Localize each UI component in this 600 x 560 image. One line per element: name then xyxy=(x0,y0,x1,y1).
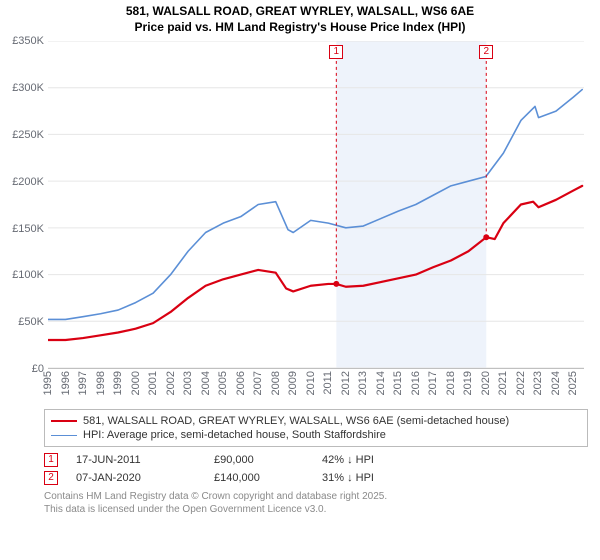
x-tick-label: 1999 xyxy=(112,371,124,395)
x-tick-label: 2013 xyxy=(357,371,369,395)
chart: £0£50K£100K£150K£200K£250K£300K£350K 199… xyxy=(0,37,590,407)
legend-item: HPI: Average price, semi-detached house,… xyxy=(51,428,581,442)
x-tick-label: 2000 xyxy=(130,371,142,395)
sale-marker-dot xyxy=(483,234,489,240)
x-tick-label: 2018 xyxy=(445,371,457,395)
footnote-line2: This data is licensed under the Open Gov… xyxy=(44,504,588,517)
legend-label: HPI: Average price, semi-detached house,… xyxy=(83,429,386,441)
legend-swatch xyxy=(51,420,77,422)
y-tick-label: £200K xyxy=(12,176,44,188)
x-tick-label: 2025 xyxy=(567,371,579,395)
x-tick-label: 2006 xyxy=(235,371,247,395)
x-tick-label: 2012 xyxy=(340,371,352,395)
x-tick-label: 2005 xyxy=(217,371,229,395)
transaction-table: 1 17-JUN-2011 £90,000 42% ↓ HPI 2 07-JAN-2020… xyxy=(44,451,588,487)
title-line1: 581, WALSALL ROAD, GREAT WYRLEY, WALSALL… xyxy=(0,4,600,20)
x-tick-label: 2017 xyxy=(427,371,439,395)
footnote: Contains HM Land Registry data © Crown c… xyxy=(44,491,588,516)
transaction-flag: 2 xyxy=(44,471,58,485)
y-tick-label: £350K xyxy=(12,35,44,47)
x-tick-label: 2011 xyxy=(322,371,334,395)
x-tick-label: 1996 xyxy=(60,371,72,395)
x-tick-label: 2020 xyxy=(480,371,492,395)
sale-marker-dot xyxy=(333,281,339,287)
x-tick-label: 2021 xyxy=(497,371,509,395)
transaction-flag: 1 xyxy=(44,453,58,467)
transaction-date: 17-JUN-2011 xyxy=(76,454,196,466)
transaction-date: 07-JAN-2020 xyxy=(76,472,196,484)
x-tick-label: 2007 xyxy=(252,371,264,395)
x-tick-label: 2015 xyxy=(392,371,404,395)
x-tick-label: 2001 xyxy=(147,371,159,395)
x-tick-label: 2004 xyxy=(200,371,212,395)
x-tick-label: 1997 xyxy=(77,371,89,395)
transaction-delta: 31% ↓ HPI xyxy=(322,472,432,484)
x-tick-label: 1998 xyxy=(95,371,107,395)
legend-item: 581, WALSALL ROAD, GREAT WYRLEY, WALSALL… xyxy=(51,414,581,428)
transaction-price: £90,000 xyxy=(214,454,304,466)
x-tick-label: 2022 xyxy=(515,371,527,395)
plot-svg xyxy=(48,41,584,368)
x-tick-label: 1995 xyxy=(42,371,54,395)
x-tick-label: 2024 xyxy=(550,371,562,395)
x-tick-label: 2002 xyxy=(165,371,177,395)
x-tick-label: 2010 xyxy=(305,371,317,395)
property-line xyxy=(48,186,582,340)
transaction-row: 2 07-JAN-2020 £140,000 31% ↓ HPI xyxy=(44,469,588,487)
chart-title: 581, WALSALL ROAD, GREAT WYRLEY, WALSALL… xyxy=(0,0,600,37)
legend-label: 581, WALSALL ROAD, GREAT WYRLEY, WALSALL… xyxy=(83,415,509,427)
legend-swatch xyxy=(51,435,77,436)
x-axis: 1995199619971998199920002001200220032004… xyxy=(48,371,584,405)
transaction-row: 1 17-JUN-2011 £90,000 42% ↓ HPI xyxy=(44,451,588,469)
y-tick-label: £150K xyxy=(12,223,44,235)
y-tick-label: £250K xyxy=(12,129,44,141)
x-tick-label: 2009 xyxy=(287,371,299,395)
x-tick-label: 2003 xyxy=(182,371,194,395)
y-tick-label: £300K xyxy=(12,82,44,94)
x-tick-label: 2023 xyxy=(532,371,544,395)
x-tick-label: 2008 xyxy=(270,371,282,395)
y-axis: £0£50K£100K£150K£200K£250K£300K£350K xyxy=(0,41,46,369)
sale-marker-flag: 1 xyxy=(329,45,343,59)
y-tick-label: £50K xyxy=(18,316,44,328)
x-tick-label: 2016 xyxy=(410,371,422,395)
legend: 581, WALSALL ROAD, GREAT WYRLEY, WALSALL… xyxy=(44,409,588,447)
plot-area xyxy=(48,41,584,369)
x-tick-label: 2019 xyxy=(462,371,474,395)
y-tick-label: £100K xyxy=(12,269,44,281)
x-tick-label: 2014 xyxy=(375,371,387,395)
transaction-price: £140,000 xyxy=(214,472,304,484)
sale-marker-flag: 2 xyxy=(479,45,493,59)
title-line2: Price paid vs. HM Land Registry's House … xyxy=(0,20,600,36)
transaction-delta: 42% ↓ HPI xyxy=(322,454,432,466)
footnote-line1: Contains HM Land Registry data © Crown c… xyxy=(44,491,588,504)
